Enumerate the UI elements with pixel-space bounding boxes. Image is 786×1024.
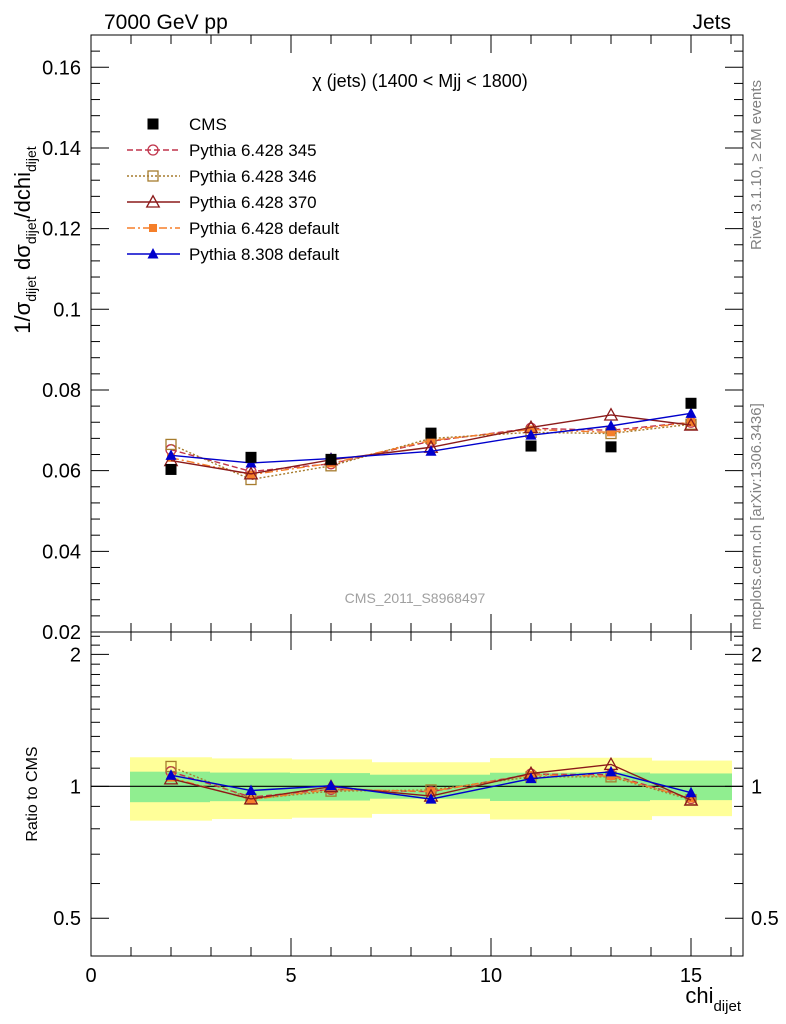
series-cms bbox=[165, 397, 697, 475]
legend-marker bbox=[147, 144, 159, 156]
legend-label: Pythia 6.428 346 bbox=[189, 167, 317, 186]
ratio-point bbox=[165, 769, 177, 780]
legend-item-cms: CMS bbox=[147, 115, 227, 134]
ratio-y-tick-label-right: 0.5 bbox=[751, 908, 779, 930]
x-tick-label: 15 bbox=[680, 965, 702, 987]
data-point bbox=[685, 407, 697, 418]
data-point bbox=[687, 418, 695, 427]
legend-marker bbox=[149, 224, 157, 232]
ratio-series-pythia-8-308-default bbox=[165, 765, 697, 804]
ratio-point bbox=[325, 779, 337, 791]
ratio-y-tick-label: 1 bbox=[70, 776, 81, 798]
ratio-y-tick-label: 2 bbox=[70, 644, 81, 666]
data-point bbox=[165, 449, 177, 460]
main-y-tick-label: 0.08 bbox=[42, 380, 81, 402]
main-series-group bbox=[163, 397, 699, 486]
ratio-y-tick-label: 0.5 bbox=[53, 908, 81, 930]
ratio-y-axis-label: Ratio to CMS bbox=[24, 746, 41, 841]
data-point bbox=[605, 441, 617, 453]
header-left-label: 7000 GeV pp bbox=[104, 11, 228, 34]
x-tick-label: 10 bbox=[480, 965, 502, 987]
ratio-point bbox=[605, 765, 617, 777]
data-point bbox=[683, 417, 699, 431]
ratio-series-group bbox=[163, 756, 699, 806]
main-y-tick-label: 0.06 bbox=[42, 461, 81, 483]
legend-item-pythia-8-308-default: Pythia 8.308 default bbox=[127, 245, 340, 264]
legend-label: CMS bbox=[189, 115, 227, 134]
main-y-tick-label: 0.12 bbox=[42, 219, 81, 241]
x-tick-label: 5 bbox=[285, 965, 296, 987]
data-point bbox=[247, 470, 255, 479]
legend-item-pythia-6-428-345: Pythia 6.428 345 bbox=[127, 141, 317, 160]
data-point bbox=[607, 428, 615, 437]
ratio-plot-panel: 0.5 0.5 1 1 2 2 bbox=[53, 631, 779, 957]
main-plot-panel: 0.02 0.04 0.06 0.08 0.1 0.12 0.14 0.16 χ (jets)… bbox=[42, 34, 744, 644]
main-chart-title: χ (jets) (1400 < Mjj < 1800) bbox=[312, 71, 528, 91]
legend-label: Pythia 6.428 345 bbox=[189, 141, 317, 160]
data-point bbox=[525, 429, 537, 440]
rivet-version-label: Rivet 3.1.10, ≥ 2M events bbox=[748, 80, 765, 250]
watermark-label: CMS_2011_S8968497 bbox=[345, 590, 486, 606]
main-y-tick-label: 0.14 bbox=[42, 138, 81, 160]
data-point bbox=[425, 427, 437, 439]
ratio-y-tick-label-right: 2 bbox=[751, 644, 762, 666]
data-point bbox=[605, 419, 617, 431]
legend: CMS Pythia 6.428 345 Pythia 6.428 346 Pythi… bbox=[127, 115, 340, 264]
data-point bbox=[245, 451, 257, 463]
data-point bbox=[165, 463, 177, 475]
ratio-point bbox=[685, 786, 697, 798]
legend-item-pythia-6-428-346: Pythia 6.428 346 bbox=[127, 167, 317, 186]
ratio-point bbox=[427, 787, 435, 796]
ratio-point bbox=[687, 794, 695, 803]
ratio-y-tick-label-right: 1 bbox=[751, 776, 762, 798]
data-point bbox=[685, 397, 697, 409]
mcplots-url-label: mcplots.cern.ch [arXiv:1306.3436] bbox=[748, 403, 765, 630]
data-point bbox=[243, 466, 259, 480]
main-y-tick-label: 0.1 bbox=[53, 299, 81, 321]
main-y-ticks: 0.02 0.04 0.06 0.08 0.1 0.12 0.14 0.16 bbox=[42, 34, 743, 644]
legend-item-pythia-6-428-370: Pythia 6.428 370 bbox=[127, 193, 317, 212]
legend-item-pythia-6-428-default: Pythia 6.428 default bbox=[127, 219, 340, 238]
x-tick-label: 0 bbox=[85, 965, 96, 987]
ratio-point bbox=[425, 793, 437, 804]
ratio-point bbox=[683, 792, 699, 806]
legend-marker bbox=[147, 118, 159, 130]
legend-label: Pythia 8.308 default bbox=[189, 245, 340, 264]
data-point bbox=[525, 440, 537, 452]
main-y-tick-label: 0.04 bbox=[42, 541, 81, 563]
x-axis-label: chidijet bbox=[685, 983, 741, 1015]
legend-marker bbox=[145, 194, 161, 208]
legend-label: Pythia 6.428 370 bbox=[189, 193, 317, 212]
ratio-point bbox=[525, 772, 537, 784]
ratio-point bbox=[245, 784, 257, 796]
data-point bbox=[325, 453, 337, 465]
ratio-uncertainty-bands bbox=[91, 757, 743, 821]
main-y-tick-label: 0.16 bbox=[42, 57, 81, 79]
ratio-plot-frame bbox=[90, 631, 744, 957]
data-point bbox=[425, 445, 437, 456]
main-y-tick-label: 0.02 bbox=[42, 622, 81, 644]
legend-marker bbox=[147, 170, 159, 182]
x-axis-ticks: 0 5 10 15 bbox=[85, 35, 732, 987]
header-right-label: Jets bbox=[692, 11, 731, 34]
legend-marker bbox=[147, 248, 159, 259]
legend-label: Pythia 6.428 default bbox=[189, 219, 340, 238]
ratio-y-ticks: 0.5 0.5 1 1 2 2 bbox=[53, 635, 779, 930]
ratio-point bbox=[243, 791, 259, 805]
main-y-axis-label: 1/σdijet dσdijet/dchidijet bbox=[10, 146, 39, 334]
